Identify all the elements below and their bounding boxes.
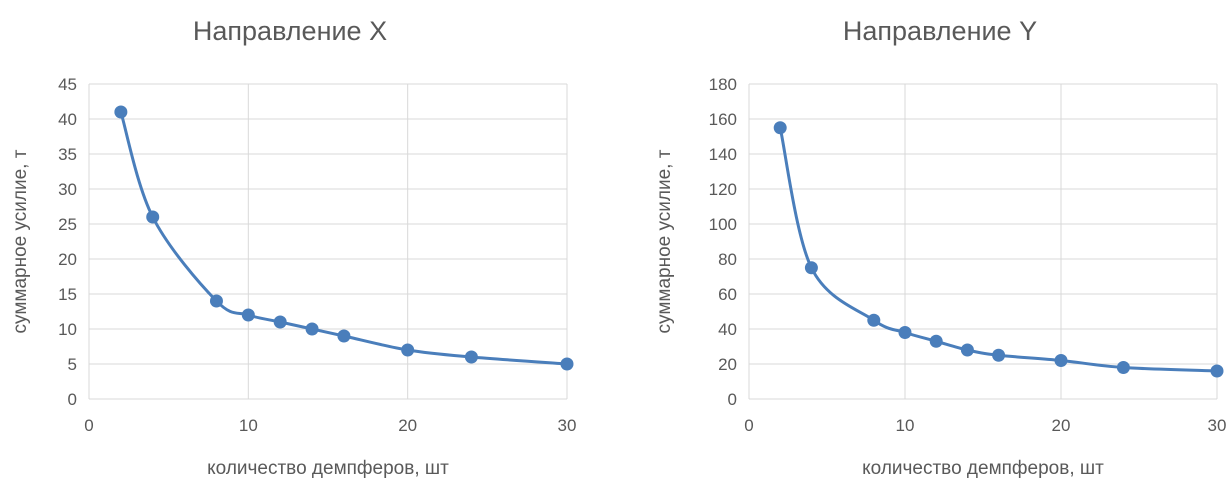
- data-point: [1054, 354, 1068, 367]
- x-tick-label: 30: [1208, 416, 1227, 435]
- chart-direction-x: Направление X 0 5 10 15 20 25 30 35 40 45 0 10 20 30 ко…: [10, 16, 577, 479]
- data-point: [1210, 364, 1224, 378]
- data-point: [273, 315, 287, 329]
- data-point: [209, 294, 223, 308]
- x-tick-label: 10: [239, 416, 258, 435]
- x-tick-label: 30: [558, 416, 577, 435]
- x-axis-title: количество демпферов, шт: [862, 458, 1104, 479]
- y-tick-label: 0: [728, 390, 737, 409]
- x-axis-title: количество демпферов, шт: [207, 458, 449, 479]
- y-tick-label: 100: [709, 215, 737, 234]
- y-tick-label: 40: [58, 110, 77, 129]
- chart-title: Направление X: [193, 16, 387, 46]
- y-tick-label: 30: [58, 180, 77, 199]
- y-tick-label: 10: [58, 320, 77, 339]
- data-point: [804, 261, 818, 275]
- x-tick-label: 20: [398, 416, 417, 435]
- data-point: [114, 105, 128, 119]
- data-point: [241, 308, 255, 322]
- y-tick-label: 40: [718, 320, 737, 339]
- data-point: [401, 343, 415, 357]
- data-point: [773, 121, 787, 135]
- series-line: [119, 111, 568, 366]
- y-tick-label: 80: [718, 250, 737, 269]
- y-tick-label: 0: [68, 390, 77, 409]
- x-tick-label: 0: [84, 416, 93, 435]
- y-tick-label: 160: [709, 110, 737, 129]
- y-tick-label: 35: [58, 145, 77, 164]
- data-point: [560, 357, 574, 371]
- data-point: [867, 313, 881, 327]
- x-tick-label: 10: [896, 416, 915, 435]
- data-point: [1116, 361, 1130, 374]
- data-point: [305, 322, 319, 336]
- y-tick-label: 140: [709, 145, 737, 164]
- chart-direction-y: Направление Y 0 20 40 60 80 100 120 140 160 180 0 10…: [654, 16, 1227, 479]
- y-tick-label: 45: [58, 75, 77, 94]
- y-tick-label: 20: [718, 355, 737, 374]
- y-tick-label: 5: [68, 355, 77, 374]
- y-tick-label: 120: [709, 180, 737, 199]
- y-tick-label: 60: [718, 285, 737, 304]
- data-point: [960, 343, 974, 357]
- data-point: [992, 348, 1006, 362]
- y-tick-label: 180: [709, 75, 737, 94]
- data-point: [464, 350, 478, 364]
- y-axis-title: суммарное усилие, т: [10, 149, 31, 333]
- y-tick-label: 20: [58, 250, 77, 269]
- series-line: [778, 127, 1218, 373]
- data-point: [898, 326, 912, 339]
- x-tick-label: 20: [1052, 416, 1071, 435]
- data-point: [929, 334, 943, 348]
- y-axis-title: суммарное усилие, т: [654, 149, 675, 333]
- y-tick-label: 25: [58, 215, 77, 234]
- y-tick-label: 15: [58, 285, 77, 304]
- chart-title: Направление Y: [843, 16, 1037, 46]
- data-point: [146, 210, 160, 224]
- x-tick-label: 0: [744, 416, 753, 435]
- data-point: [337, 329, 351, 343]
